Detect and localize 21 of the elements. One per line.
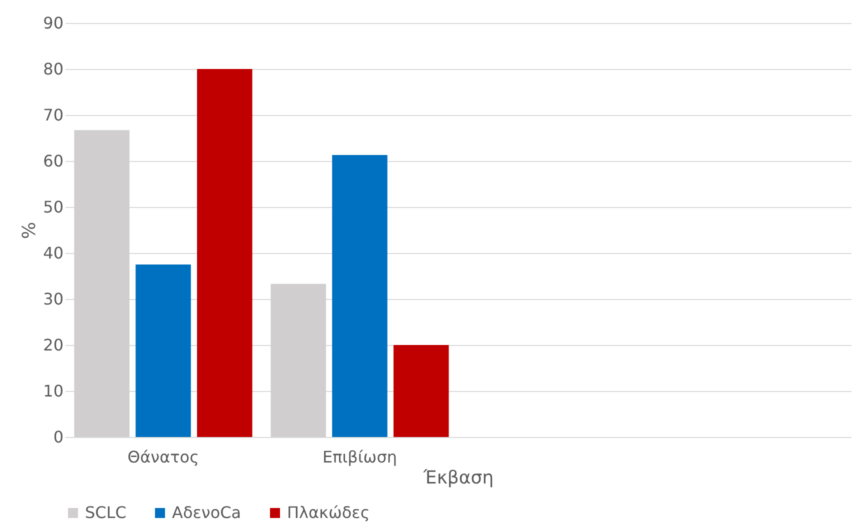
legend-label: Πλακώδες (287, 503, 370, 522)
y-tick-label: 40 (43, 244, 64, 262)
y-tick-label: 10 (43, 382, 64, 400)
bar (197, 69, 252, 437)
y-tick-label: 0 (53, 428, 64, 446)
bar (136, 264, 191, 437)
bar (394, 345, 449, 437)
x-tick-label: Επιβίωση (322, 448, 397, 466)
y-tick-label: 20 (43, 336, 64, 354)
bar (332, 155, 388, 437)
legend-label: ΑδενοCa (172, 503, 242, 522)
y-tick-label: 70 (43, 106, 64, 124)
y-tick-label: 30 (43, 290, 64, 308)
y-tick-label: 50 (43, 198, 64, 216)
legend-label: SCLC (85, 503, 126, 522)
x-axis-title: Έκβαση (422, 468, 494, 488)
y-axis-title: % (19, 222, 40, 240)
y-tick-label: 60 (43, 152, 64, 170)
x-tick-label: Θάνατος (128, 448, 199, 466)
y-tick-label: 80 (43, 60, 64, 78)
y-tick-label: 90 (43, 14, 64, 32)
